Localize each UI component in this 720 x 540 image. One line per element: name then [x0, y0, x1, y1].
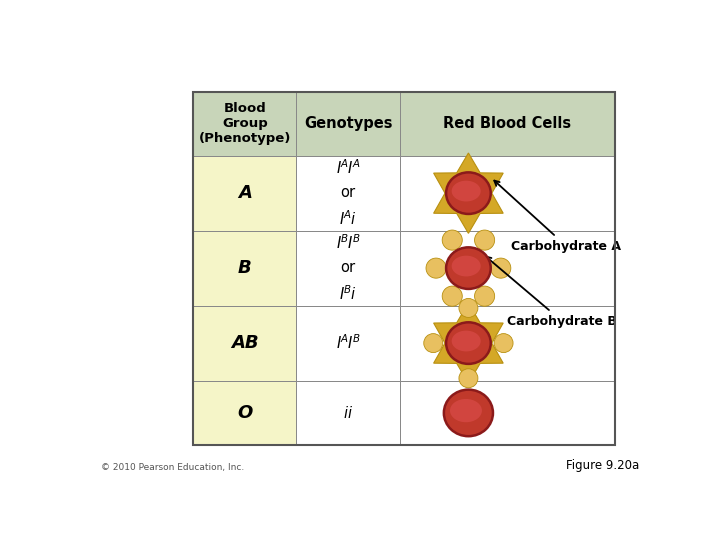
Text: Carbohydrate A: Carbohydrate A	[495, 180, 621, 253]
Circle shape	[442, 286, 462, 306]
Text: AB: AB	[231, 334, 258, 352]
Ellipse shape	[451, 255, 481, 276]
Text: O: O	[237, 404, 253, 422]
Bar	[400, 231, 615, 306]
Text: A: A	[238, 184, 252, 202]
Bar	[193, 231, 297, 306]
Bar	[297, 306, 400, 381]
Bar	[400, 92, 615, 156]
Circle shape	[442, 230, 462, 250]
Text: $\it{ii}$: $\it{ii}$	[343, 405, 353, 421]
Ellipse shape	[451, 181, 481, 201]
Circle shape	[494, 334, 513, 353]
Text: B: B	[238, 259, 252, 277]
Bar	[193, 156, 297, 231]
Text: $\it{I}$$^A$$\it{I}$$^A$
$\rm{or}$
$\it{I}$$^A$$\it{i}$: $\it{I}$$^A$$\it{I}$$^A$ $\rm{or}$ $\it{…	[336, 159, 361, 228]
Circle shape	[459, 299, 478, 318]
Circle shape	[426, 258, 446, 278]
Circle shape	[491, 258, 510, 278]
Ellipse shape	[446, 172, 491, 214]
Text: $\it{I}$$^B$$\it{I}$$^B$
$\rm{or}$
$\it{I}$$^B$$\it{i}$: $\it{I}$$^B$$\it{I}$$^B$ $\rm{or}$ $\it{…	[336, 234, 361, 302]
Ellipse shape	[444, 390, 493, 436]
Bar	[400, 381, 615, 446]
Polygon shape	[433, 303, 503, 383]
Text: Red Blood Cells: Red Blood Cells	[443, 116, 571, 131]
Bar	[297, 156, 400, 231]
Bar	[297, 92, 400, 156]
Text: Carbohydrate B: Carbohydrate B	[486, 256, 617, 328]
Polygon shape	[433, 153, 503, 233]
Ellipse shape	[450, 399, 482, 422]
Circle shape	[424, 334, 443, 353]
Text: Blood
Group
(Phenotype): Blood Group (Phenotype)	[199, 102, 291, 145]
Bar	[193, 306, 297, 381]
Text: Genotypes: Genotypes	[304, 116, 392, 131]
Text: $\it{I}$$^A$$\it{I}$$^B$: $\it{I}$$^A$$\it{I}$$^B$	[336, 334, 361, 353]
Bar	[297, 231, 400, 306]
Ellipse shape	[451, 330, 481, 352]
Text: Figure 9.20a: Figure 9.20a	[567, 460, 639, 472]
Bar	[193, 92, 615, 445]
Ellipse shape	[446, 322, 491, 364]
Bar	[193, 92, 297, 156]
Circle shape	[474, 230, 495, 250]
Circle shape	[474, 286, 495, 306]
Bar	[400, 306, 615, 381]
Text: © 2010 Pearson Education, Inc.: © 2010 Pearson Education, Inc.	[101, 463, 244, 472]
Bar	[297, 381, 400, 446]
Circle shape	[459, 369, 478, 388]
Bar	[400, 156, 615, 231]
Bar	[193, 381, 297, 446]
Ellipse shape	[446, 247, 491, 289]
